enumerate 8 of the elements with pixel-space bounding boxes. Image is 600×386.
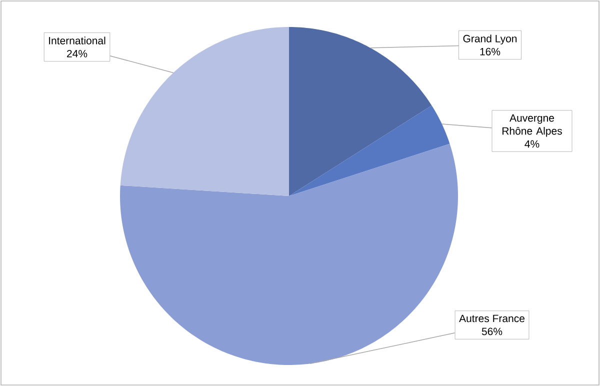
slice-label: Grand Lyon <box>463 34 517 44</box>
data-label: 4% <box>524 140 540 148</box>
slice-label: Auvergne Rhône Alpes <box>502 114 562 137</box>
data-label: 56% <box>482 328 502 336</box>
slice-label: Autres France <box>459 314 524 322</box>
slice-label: International <box>49 36 106 44</box>
data-label: 24% <box>67 50 88 58</box>
data-label: 16% <box>480 48 500 56</box>
